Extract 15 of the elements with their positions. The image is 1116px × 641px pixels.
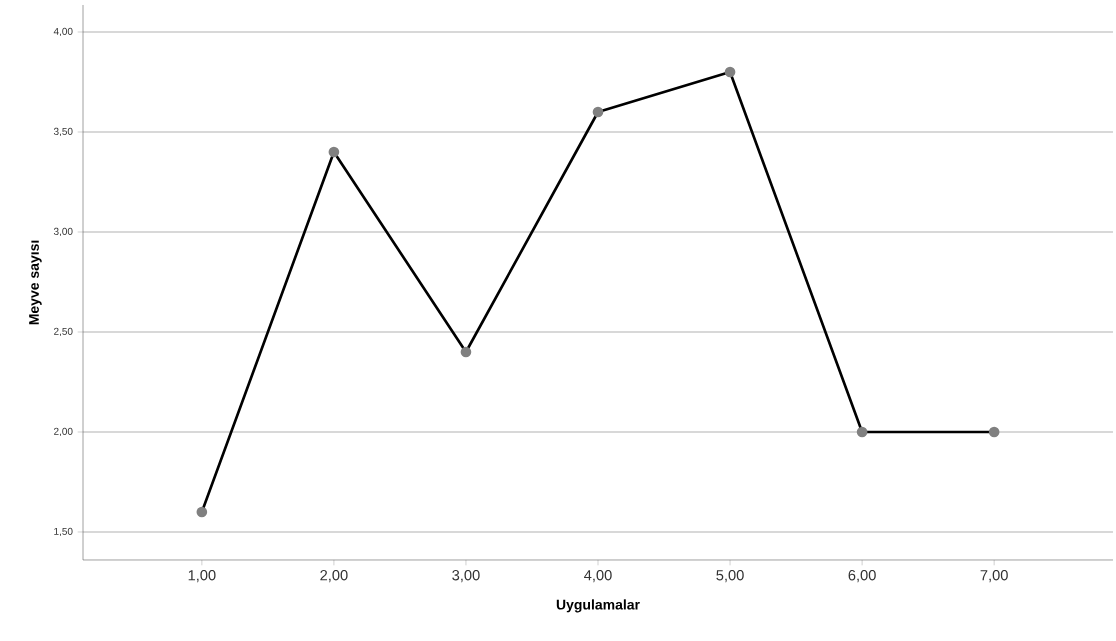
y-tick-label: 3,50 bbox=[53, 127, 73, 137]
x-tick-label: 4,00 bbox=[584, 570, 612, 583]
y-axis-title: Meyve sayısı bbox=[29, 240, 42, 325]
x-tick-label: 2,00 bbox=[320, 570, 348, 583]
x-tick-label: 3,00 bbox=[452, 570, 480, 583]
x-axis-title: Uygulamalar bbox=[556, 599, 640, 613]
y-tick-label: 3,00 bbox=[53, 227, 73, 237]
y-tick-label: 2,50 bbox=[54, 327, 73, 337]
x-tick-label: 7,00 bbox=[980, 570, 1008, 583]
x-tick-label: 6,00 bbox=[848, 570, 876, 583]
x-tick-label: 1,00 bbox=[188, 570, 216, 583]
x-tick-label: 5,00 bbox=[716, 570, 744, 583]
y-tick-label: 4,00 bbox=[53, 27, 73, 37]
y-tick-label: 2,00 bbox=[54, 427, 73, 437]
y-tick-label: 1,50 bbox=[54, 527, 73, 537]
